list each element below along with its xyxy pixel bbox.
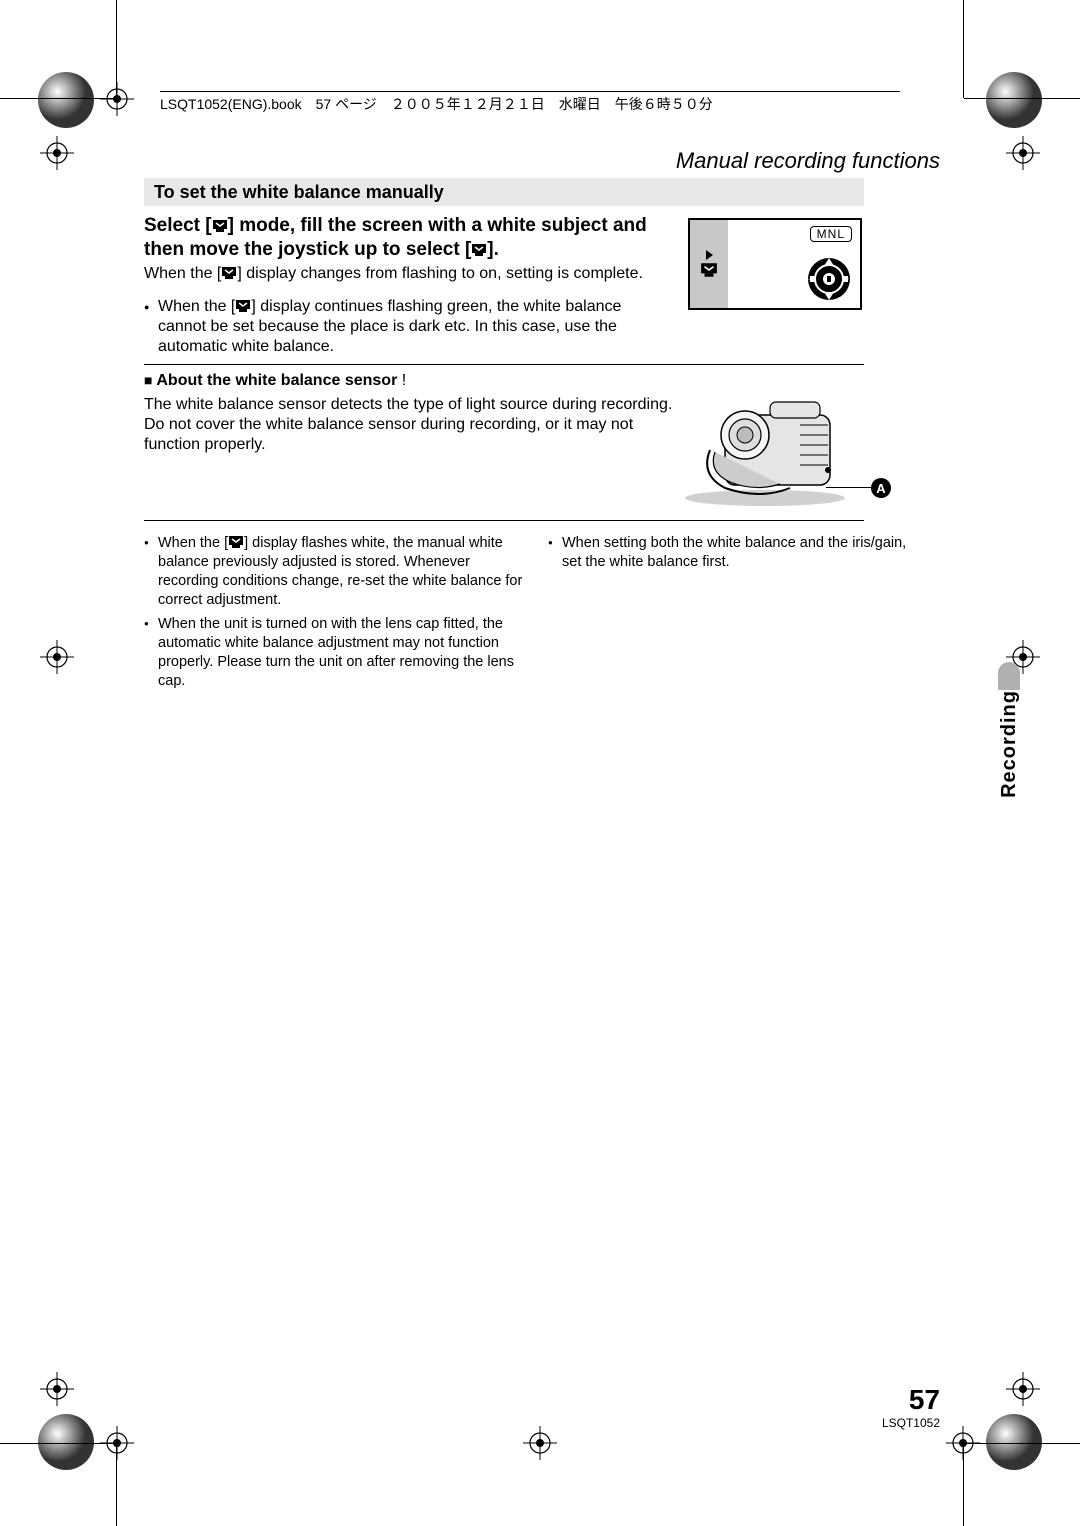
crop-sphere-bl bbox=[36, 1412, 96, 1472]
sensor-body-2: Do not cover the white balance sensor du… bbox=[144, 416, 633, 453]
list-item: When the unit is turned on with the lens… bbox=[158, 615, 528, 690]
heading-bar: To set the white balance manually bbox=[144, 178, 864, 206]
reg-mark-icon bbox=[100, 82, 134, 116]
sensor-heading: ■ About the white balance sensor ! bbox=[144, 372, 406, 390]
right-column: When setting both the white balance and … bbox=[562, 534, 922, 572]
section-title: Manual recording functions bbox=[676, 148, 940, 174]
mnl-display: MNL − + bbox=[688, 218, 862, 310]
instr-part1: Select [ bbox=[144, 215, 212, 236]
wb-icon bbox=[471, 243, 487, 257]
wb-icon bbox=[228, 535, 244, 549]
callout-line bbox=[826, 487, 872, 488]
side-tab-label: Recording bbox=[998, 690, 1020, 804]
page-number: 57 bbox=[909, 1384, 940, 1416]
list-item: When setting both the white balance and … bbox=[562, 534, 922, 572]
callout-A: A bbox=[872, 478, 891, 498]
camera-illustration bbox=[670, 380, 870, 510]
wb-icon bbox=[221, 266, 237, 280]
reg-mark-icon bbox=[40, 1372, 74, 1406]
sub-instr-1: When the [ bbox=[144, 265, 221, 282]
crop-line bbox=[116, 1444, 117, 1526]
reg-mark-icon bbox=[523, 1426, 557, 1460]
page-code: LSQT1052 bbox=[882, 1416, 940, 1430]
reg-mark-icon bbox=[1006, 1372, 1040, 1406]
callout-badge: A bbox=[871, 478, 891, 498]
left1-pre: When the [ bbox=[158, 535, 228, 551]
wb-icon bbox=[212, 219, 228, 233]
instr-part3: ]. bbox=[487, 239, 499, 260]
divider bbox=[144, 364, 864, 365]
svg-text:+: + bbox=[844, 274, 849, 284]
crop-line bbox=[0, 98, 116, 99]
mnl-label: MNL bbox=[810, 226, 852, 242]
reg-mark-icon bbox=[40, 640, 74, 674]
sensor-body-1: The white balance sensor detects the typ… bbox=[144, 396, 672, 413]
reg-mark-icon bbox=[40, 136, 74, 170]
list-item: When the [] display flashes white, the m… bbox=[158, 534, 528, 609]
crop-line bbox=[964, 98, 1080, 99]
header-file-line: LSQT1052(ENG).book 57 ページ ２００５年１２月２１日 水曜… bbox=[160, 91, 900, 114]
header-file-text: LSQT1052(ENG).book 57 ページ ２００５年１２月２１日 水曜… bbox=[160, 96, 713, 112]
wb-icon bbox=[700, 262, 718, 278]
mnl-right-area: MNL − + bbox=[728, 220, 860, 308]
reg-mark-icon bbox=[1006, 136, 1040, 170]
play-triangle-icon bbox=[706, 250, 713, 260]
sensor-heading-text: About the white balance sensor bbox=[156, 372, 397, 389]
sensor-body: The white balance sensor detects the typ… bbox=[144, 395, 674, 455]
crop-line bbox=[963, 0, 964, 98]
bullet-1: When the [] display continues flashing g… bbox=[158, 297, 668, 357]
joystick-icon: − + bbox=[806, 256, 852, 302]
sub-instr-2: ] display changes from flashing to on, s… bbox=[237, 265, 643, 282]
bullet-1-pre: When the [ bbox=[158, 298, 235, 315]
crop-line bbox=[964, 1443, 1080, 1444]
square-bullet-icon: ■ bbox=[144, 372, 156, 388]
divider bbox=[144, 520, 864, 521]
crop-line bbox=[116, 0, 117, 98]
svg-text:−: − bbox=[808, 274, 813, 284]
sub-instruction: When the [ ] display changes from flashin… bbox=[144, 265, 684, 283]
main-instruction: Select [] mode, fill the screen with a w… bbox=[144, 214, 674, 262]
crop-sphere-tl bbox=[36, 70, 96, 130]
side-tab-cap bbox=[998, 662, 1020, 690]
mnl-left-band bbox=[690, 220, 728, 308]
crop-sphere-br bbox=[984, 1412, 1044, 1472]
crop-sphere-tr bbox=[984, 70, 1044, 130]
side-tab: Recording bbox=[998, 662, 1020, 832]
wb-icon bbox=[235, 299, 251, 313]
crop-line bbox=[0, 1443, 116, 1444]
crop-line bbox=[963, 1444, 964, 1526]
left-column: When the [] display flashes white, the m… bbox=[158, 534, 528, 697]
